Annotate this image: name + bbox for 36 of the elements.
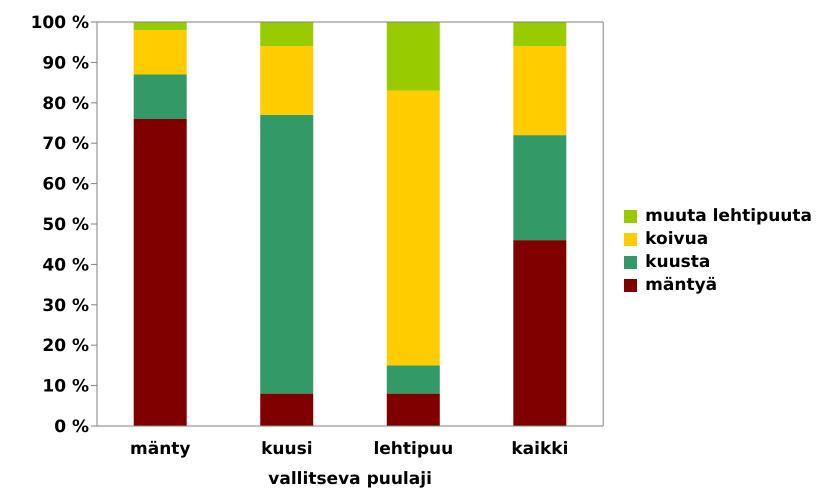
legend-label: muuta lehtipuuta [645,206,812,226]
y-tick-label: 100 % [30,13,89,34]
y-tick-label: 20 % [42,336,89,356]
y-tick-label: 80 % [42,94,89,114]
legend-label: mäntyä [645,275,718,295]
y-tick-label: 10 % [42,376,89,397]
bar [134,30,187,75]
bar [134,22,187,30]
legend-label: kuusta [645,252,710,272]
bar [260,114,314,394]
y-tick-label: 40 % [42,255,89,276]
bar [513,240,566,426]
y-tick-label: 0 % [54,417,89,438]
y-tick-label: 70 % [42,134,89,154]
x-tick-label: kuusi [261,439,313,460]
bar [260,22,314,46]
bar [386,394,440,426]
bar [134,74,187,119]
x-tick-label: lehtipuu [373,439,454,460]
x-tick-label: kaikki [511,439,568,460]
y-tick-label: 60 % [42,174,89,195]
bar [386,22,440,91]
x-tick-label: mänty [130,439,191,460]
bar [386,365,440,394]
y-tick-label: 90 % [42,53,89,74]
y-tick-label: 30 % [42,296,89,316]
bar [260,46,314,115]
bar [386,90,440,366]
y-tick-label: 50 % [42,215,89,236]
bar [513,46,566,136]
bar [260,394,314,426]
x-axis-title: vallitseva puulaji [268,469,432,489]
bar [513,135,566,240]
bar [513,22,566,46]
bar [134,118,187,426]
legend-label: koivua [645,229,708,249]
